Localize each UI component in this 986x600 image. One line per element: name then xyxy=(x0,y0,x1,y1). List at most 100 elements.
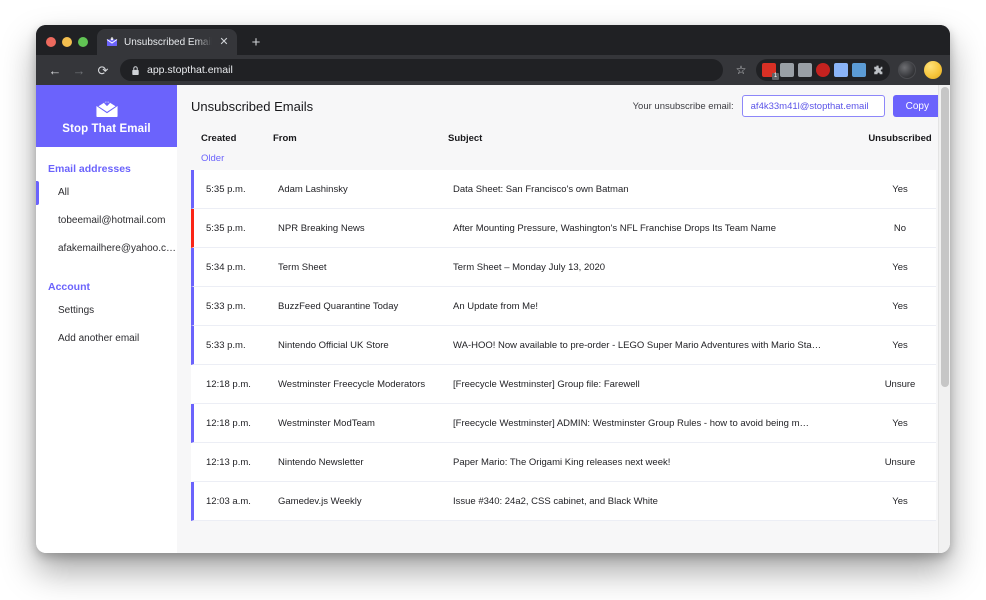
close-window-button[interactable] xyxy=(46,37,56,47)
cell-from: NPR Breaking News xyxy=(278,222,365,234)
column-header-subject: Subject xyxy=(448,132,483,144)
cell-created: 5:33 p.m. xyxy=(206,339,246,351)
main-header: Unsubscribed Emails Your unsubscribe ema… xyxy=(177,85,950,127)
avatar[interactable] xyxy=(898,61,916,79)
cell-unsubscribed: Yes xyxy=(892,300,908,312)
cell-unsubscribed: Yes xyxy=(892,261,908,273)
table-header-row: Created From Subject Unsubscribed xyxy=(191,127,936,149)
column-header-created: Created xyxy=(201,132,237,144)
table-row[interactable]: 5:35 p.m. NPR Breaking News After Mounting… xyxy=(191,209,936,248)
table-row[interactable]: 5:35 p.m. Adam Lashinsky Data Sheet: San F… xyxy=(191,170,936,209)
tab-favicon-envelope-download-icon xyxy=(106,36,118,48)
address-bar-url: app.stopthat.email xyxy=(147,64,233,76)
new-tab-button[interactable]: + xyxy=(251,33,261,51)
table-row[interactable]: 5:33 p.m. Nintendo Official UK Store WA-HO… xyxy=(191,326,936,365)
page-viewport: Stop That Email Email addresses All tobe… xyxy=(36,85,950,553)
cell-created: 12:13 p.m. xyxy=(206,456,251,468)
main-content: Unsubscribed Emails Your unsubscribe ema… xyxy=(177,85,950,553)
sidebar-section-email-addresses: Email addresses All tobeemail@hotmail.co… xyxy=(36,147,177,263)
sidebar-item-settings[interactable]: Settings xyxy=(36,297,177,325)
sidebar-item-label: All xyxy=(58,187,70,198)
table-row[interactable]: 12:18 p.m. Westminster Freecycle Moderato… xyxy=(191,365,936,404)
cell-created: 12:18 p.m. xyxy=(206,378,251,390)
address-bar[interactable]: app.stopthat.email xyxy=(120,59,723,81)
cell-created: 5:35 p.m. xyxy=(206,222,246,234)
table-row[interactable]: 12:03 a.m. Gamedev.js Weekly Issue #340: 2… xyxy=(191,482,936,521)
window-traffic-lights xyxy=(36,37,97,55)
cell-subject: WA-HOO! Now available to pre-order - LEG… xyxy=(453,339,822,351)
table-row[interactable]: 5:33 p.m. BuzzFeed Quarantine Today An Upd… xyxy=(191,287,936,326)
cell-created: 12:03 a.m. xyxy=(206,495,251,507)
sidebar: Stop That Email Email addresses All tobe… xyxy=(36,85,177,553)
copy-button[interactable]: Copy xyxy=(892,95,942,117)
cell-created: 5:33 p.m. xyxy=(206,300,246,312)
cell-unsubscribed: Unsure xyxy=(884,378,916,390)
puzzle-extension-icon[interactable] xyxy=(870,63,884,77)
cell-from: Nintendo Official UK Store xyxy=(278,339,389,351)
tab-strip: Unsubscribed Emails | Stop Th ✕ + xyxy=(36,25,950,55)
sidebar-item-label: Settings xyxy=(58,305,95,316)
cell-from: BuzzFeed Quarantine Today xyxy=(278,300,399,312)
sidebar-item-tobeemail[interactable]: tobeemail@hotmail.com xyxy=(36,207,177,235)
adblock-extension-badge: 1 xyxy=(772,73,779,80)
cell-created: 5:34 p.m. xyxy=(206,261,246,273)
cell-unsubscribed: Yes xyxy=(892,495,908,507)
shield-extension-icon[interactable] xyxy=(816,63,830,77)
cell-subject: An Update from Me! xyxy=(453,300,539,312)
column-header-unsubscribed: Unsubscribed xyxy=(868,132,932,144)
cell-created: 5:35 p.m. xyxy=(206,183,246,195)
brand-block[interactable]: Stop That Email xyxy=(36,85,177,147)
cell-from: Nintendo Newsletter xyxy=(278,456,364,468)
sidebar-section-account: Account Settings Add another email xyxy=(36,263,177,353)
brand-name: Stop That Email xyxy=(62,122,151,135)
forward-button[interactable]: → xyxy=(72,62,86,78)
maximize-window-button[interactable] xyxy=(78,37,88,47)
back-button[interactable]: ← xyxy=(48,62,62,78)
cell-from: Westminster ModTeam xyxy=(278,417,375,429)
reload-button[interactable]: ⟳ xyxy=(97,62,109,78)
group-label-older[interactable]: Older xyxy=(201,153,225,164)
cell-subject: Data Sheet: San Francisco's own Batman xyxy=(453,183,629,195)
sidebar-item-add-another-email[interactable]: Add another email xyxy=(36,325,177,353)
clipboard-extension-icon[interactable] xyxy=(852,63,866,77)
column-header-from: From xyxy=(273,132,297,144)
sidebar-item-all[interactable]: All xyxy=(36,179,177,207)
cell-subject: Issue #340: 24a2, CSS cabinet, and Black… xyxy=(453,495,658,507)
cell-subject: Term Sheet – Monday July 13, 2020 xyxy=(453,261,606,273)
cell-created: 12:18 p.m. xyxy=(206,417,251,429)
cell-unsubscribed: Yes xyxy=(892,339,908,351)
sidebar-item-afakemailhere[interactable]: afakemailhere@yahoo.c… xyxy=(36,235,177,263)
browser-window: Unsubscribed Emails | Stop Th ✕ + ← → ⟳ … xyxy=(36,25,950,553)
table-body: 5:35 p.m. Adam Lashinsky Data Sheet: San F… xyxy=(191,170,936,521)
page-scrollbar[interactable] xyxy=(938,85,950,553)
sidebar-item-label: tobeemail@hotmail.com xyxy=(58,215,166,226)
tab-close-icon[interactable]: ✕ xyxy=(219,35,229,48)
cell-subject: [Freecycle Westminster] ADMIN: Westminst… xyxy=(453,417,810,429)
table-row[interactable]: 5:34 p.m. Term Sheet Term Sheet – Monday J… xyxy=(191,248,936,287)
cell-from: Gamedev.js Weekly xyxy=(278,495,362,507)
unsubscribe-email-controls: Your unsubscribe email: Copy xyxy=(633,95,942,117)
space-extension-icon[interactable] xyxy=(834,63,848,77)
cell-subject: After Mounting Pressure, Washington's NF… xyxy=(453,222,777,234)
browser-tab[interactable]: Unsubscribed Emails | Stop Th ✕ xyxy=(97,29,237,55)
sidebar-heading-account: Account xyxy=(48,281,90,293)
table-row[interactable]: 12:18 p.m. Westminster ModTeam [Freecycle … xyxy=(191,404,936,443)
table-row[interactable]: 12:13 p.m. Nintendo Newsletter Paper Mario… xyxy=(191,443,936,482)
sidebar-item-label: Add another email xyxy=(58,333,140,344)
minimize-window-button[interactable] xyxy=(62,37,72,47)
page-scrollbar-thumb[interactable] xyxy=(941,87,949,387)
unsubscribe-email-input[interactable] xyxy=(741,95,885,117)
tab-title: Unsubscribed Emails | Stop Th xyxy=(124,36,212,48)
cell-unsubscribed: Yes xyxy=(892,183,908,195)
cell-subject: [Freecycle Westminster] Group file: Fare… xyxy=(453,378,640,390)
cell-unsubscribed: Yes xyxy=(892,417,908,429)
chart-extension-icon[interactable] xyxy=(780,63,794,77)
unsubscribe-email-label: Your unsubscribe email: xyxy=(632,100,734,112)
adblock-extension-icon[interactable]: 1 xyxy=(762,63,779,80)
cell-unsubscribed: No xyxy=(893,222,907,234)
cell-from: Adam Lashinsky xyxy=(278,183,348,195)
grid-extension-icon[interactable] xyxy=(798,63,812,77)
profile-button[interactable] xyxy=(924,61,942,79)
bookmark-star-icon[interactable]: ☆ xyxy=(735,63,747,77)
